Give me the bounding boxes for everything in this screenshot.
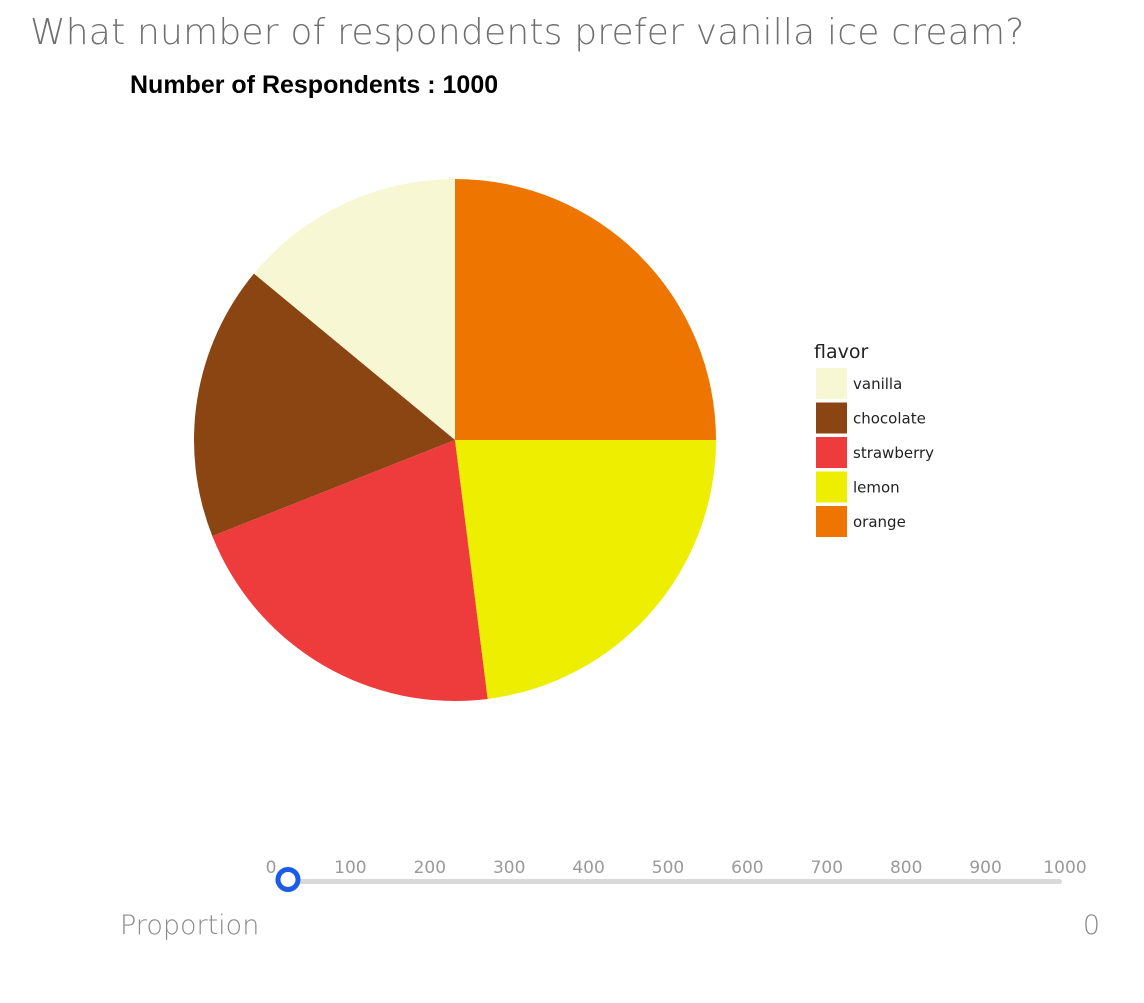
slider-ticks: 0 100 200 300 400 500 600 700 800 900 1000 [255, 858, 1087, 878]
legend-label-lemon: lemon [853, 479, 900, 497]
legend-label-chocolate: chocolate [853, 410, 926, 428]
slider-tick-label: 500 [651, 858, 685, 878]
slider-tick-label: 100 [334, 858, 367, 878]
slider-tick-label: 700 [810, 858, 844, 878]
pie-slice-orange [455, 179, 716, 440]
legend-swatch-orange [816, 506, 847, 537]
slider-tick-label: 300 [492, 858, 526, 878]
legend-label-vanilla: vanilla [853, 375, 902, 393]
proportion-slider[interactable]: 0 100 200 300 400 500 600 700 800 900 1000 [255, 852, 1087, 902]
question-title: What number of respondents prefer vanill… [30, 12, 1025, 53]
slider-tick-label: 400 [572, 858, 605, 878]
proportion-value: 0 [1082, 910, 1100, 941]
proportion-label: Proportion [120, 910, 260, 941]
pie-slice-chocolate [193, 273, 455, 537]
legend-title: flavor [814, 341, 868, 363]
legend-swatch-vanilla [816, 368, 847, 399]
slider-tick-label: 800 [889, 858, 923, 878]
legend-swatch-chocolate [816, 402, 847, 434]
legend-swatch-lemon [816, 471, 847, 503]
legend-swatch-strawberry [816, 437, 847, 468]
slider-tick-label: 0 [265, 858, 277, 878]
chart-title: Number of Respondents : 1000 [130, 71, 498, 99]
pie-slice-lemon [455, 440, 716, 699]
legend-label-orange: orange [853, 513, 906, 531]
slider-thumb[interactable] [275, 867, 301, 892]
slider-tick-label: 200 [413, 858, 447, 878]
legend-label-strawberry: strawberry [853, 444, 934, 462]
pie-slices [193, 179, 716, 701]
pie-slice-vanilla [253, 179, 455, 440]
legend: flavor vanilla chocolate strawberry lemon or… [814, 341, 934, 537]
pie-chart: Number of Respondents : 1000 flavor vani… [130, 71, 934, 701]
pie-slice-strawberry [212, 440, 488, 701]
slider-tick-label: 1000 [1043, 858, 1087, 878]
slider-tick-label: 900 [969, 858, 1002, 878]
slider-tick-label: 600 [731, 858, 764, 878]
slider-track[interactable] [275, 879, 1062, 884]
